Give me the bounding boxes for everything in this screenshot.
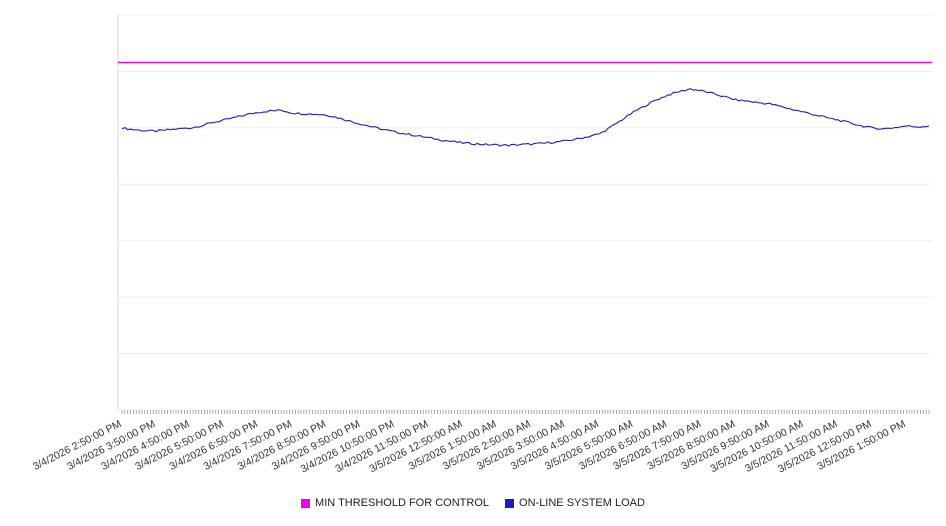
load-chart: 3/4/2026 2:50:00 PM 3/4/2026 3:50:00 PM 3/…: [31, 14, 932, 476]
x-axis-ticks: [121, 410, 930, 414]
load-chart-svg: 3/4/2026 2:50:00 PM3/4/2026 3:50:00 PM3/…: [31, 14, 932, 476]
legend-item-system-load: ON-LINE SYSTEM LOAD: [505, 497, 645, 509]
gridlines: [118, 14, 932, 411]
chart-legend: MIN THRESHOLD FOR CONTROL ON-LINE SYSTEM…: [0, 497, 946, 509]
system-load-legend-label: ON-LINE SYSTEM LOAD: [519, 497, 645, 509]
system-load-swatch-icon: [505, 498, 515, 508]
threshold-legend-label: MIN THRESHOLD FOR CONTROL: [315, 497, 490, 509]
x-axis-labels: 3/4/2026 2:50:00 PM3/4/2026 3:50:00 PM3/…: [31, 418, 908, 476]
threshold-swatch-icon: [301, 498, 311, 508]
system-load-line: [121, 88, 930, 147]
legend-item-threshold: MIN THRESHOLD FOR CONTROL: [301, 497, 489, 509]
